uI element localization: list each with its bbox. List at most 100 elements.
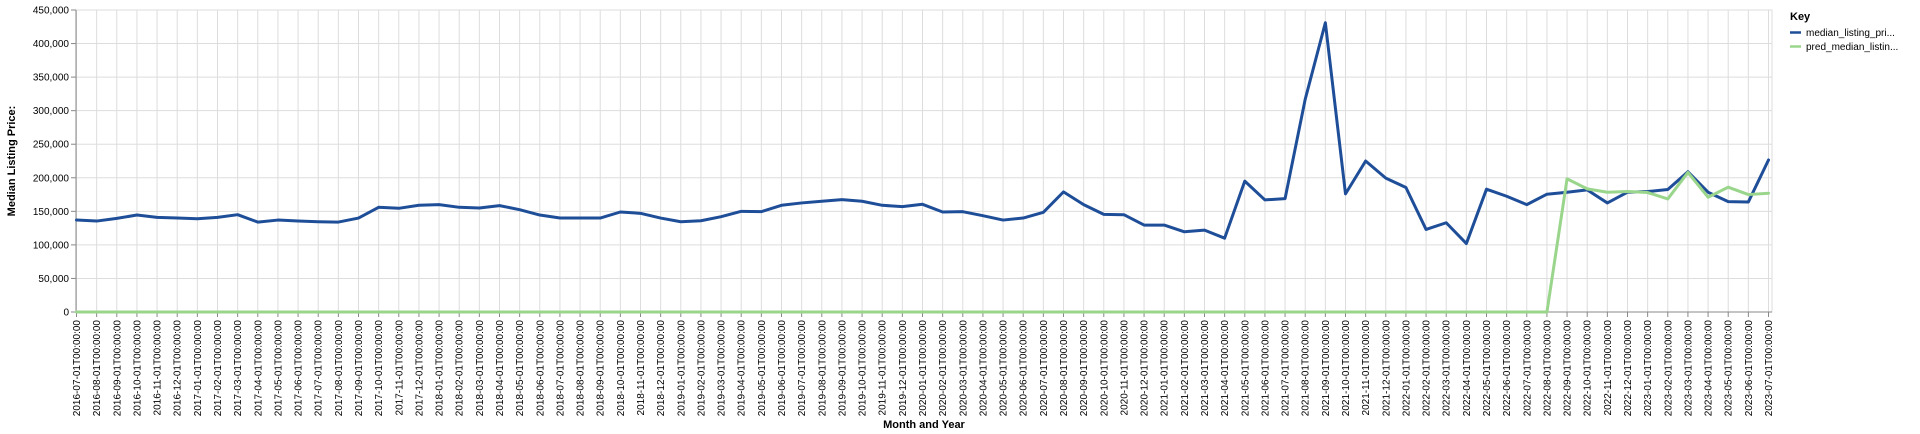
x-tick-label: 2021-08-01T00:00:00 <box>1301 320 1312 417</box>
x-tick-label: 2017-08-01T00:00:00 <box>334 320 345 417</box>
x-tick-label: 2018-08-01T00:00:00 <box>576 320 587 417</box>
x-tick-label: 2018-09-01T00:00:00 <box>596 320 607 417</box>
x-tick-label: 2021-12-01T00:00:00 <box>1381 320 1392 417</box>
y-tick-label: 100,000 <box>33 240 70 251</box>
x-tick-label: 2022-02-01T00:00:00 <box>1422 320 1433 417</box>
x-tick-label: 2017-06-01T00:00:00 <box>294 320 305 417</box>
x-tick-label: 2019-08-01T00:00:00 <box>817 320 828 417</box>
series-line-1[interactable] <box>75 21 1770 246</box>
x-tick-label: 2016-11-01T00:00:00 <box>153 320 164 416</box>
x-axis-title: Month and Year <box>883 419 965 431</box>
x-tick-label: 2018-02-01T00:00:00 <box>455 320 466 417</box>
x-tick-label: 2023-06-01T00:00:00 <box>1744 320 1755 417</box>
x-tick-label: 2022-10-01T00:00:00 <box>1583 320 1594 417</box>
x-tick-label: 2017-04-01T00:00:00 <box>253 320 264 417</box>
x-tick-label: 2019-05-01T00:00:00 <box>757 320 768 417</box>
y-tick-label: 350,000 <box>33 73 70 84</box>
x-tick-label: 2018-04-01T00:00:00 <box>495 320 506 417</box>
x-tick-label: 2023-01-01T00:00:00 <box>1643 320 1654 417</box>
axes: 0 50,000 100,000 150,000 200,000 250,000 300,0… <box>33 6 1775 417</box>
y-tick-label: 400,000 <box>33 39 70 50</box>
y-tick-label: 300,000 <box>33 106 70 117</box>
plot-frame <box>75 9 1773 313</box>
x-tick-label: 2019-07-01T00:00:00 <box>797 320 808 417</box>
grid-lines <box>75 9 1773 313</box>
x-tick-label: 2019-02-01T00:00:00 <box>696 320 707 417</box>
x-tick-label: 2019-06-01T00:00:00 <box>777 320 788 417</box>
x-tick-label: 2018-06-01T00:00:00 <box>535 320 546 417</box>
x-tick-label: 2021-10-01T00:00:00 <box>1341 320 1352 417</box>
x-tick-label: 2023-05-01T00:00:00 <box>1724 320 1735 417</box>
x-tick-label: 2023-04-01T00:00:00 <box>1704 320 1715 417</box>
x-tick-label: 2022-11-01T00:00:00 <box>1603 320 1614 416</box>
x-tick-label: 2021-07-01T00:00:00 <box>1281 320 1292 417</box>
x-tick-label: 2021-04-01T00:00:00 <box>1220 320 1231 417</box>
x-tick-label: 2017-11-01T00:00:00 <box>394 320 405 416</box>
x-tick-label: 2017-03-01T00:00:00 <box>233 320 244 417</box>
x-tick-label: 2017-10-01T00:00:00 <box>374 320 385 417</box>
x-tick-label: 2020-05-01T00:00:00 <box>999 320 1010 417</box>
x-tick-label: 2016-10-01T00:00:00 <box>132 320 143 417</box>
x-tick-label: 2022-06-01T00:00:00 <box>1502 320 1513 417</box>
x-tick-label: 2019-04-01T00:00:00 <box>737 320 748 417</box>
x-tick-label: 2020-03-01T00:00:00 <box>958 320 969 417</box>
series-lines <box>75 21 1770 314</box>
y-tick-label: 0 <box>63 308 69 319</box>
x-tick-label: 2016-09-01T00:00:00 <box>112 320 123 417</box>
x-tick-label: 2018-01-01T00:00:00 <box>435 320 446 417</box>
x-tick-label: 2018-07-01T00:00:00 <box>555 320 566 417</box>
legend-label-1[interactable]: median_listing_pri... <box>1806 28 1895 39</box>
x-tick-label: 2020-01-01T00:00:00 <box>918 320 929 417</box>
x-tick-label: 2017-05-01T00:00:00 <box>273 320 284 417</box>
x-tick-label: 2020-02-01T00:00:00 <box>938 320 949 417</box>
y-tick-label: 200,000 <box>33 173 70 184</box>
x-tick-label: 2020-07-01T00:00:00 <box>1039 320 1050 417</box>
x-tick-label: 2022-05-01T00:00:00 <box>1482 320 1493 417</box>
x-tick-label: 2019-10-01T00:00:00 <box>858 320 869 417</box>
x-tick-label: 2018-12-01T00:00:00 <box>656 320 667 417</box>
x-tick-label: 2016-08-01T00:00:00 <box>92 320 103 417</box>
x-tick-label: 2023-03-01T00:00:00 <box>1683 320 1694 417</box>
x-tick-label: 2017-12-01T00:00:00 <box>414 320 425 417</box>
series-line-2[interactable] <box>75 170 1770 314</box>
x-tick-label: 2021-02-01T00:00:00 <box>1180 320 1191 417</box>
x-tick-label: 2022-08-01T00:00:00 <box>1542 320 1553 417</box>
x-tick-label: 2018-10-01T00:00:00 <box>616 320 627 417</box>
y-tick-label: 150,000 <box>33 207 70 218</box>
x-tick-label: 2021-03-01T00:00:00 <box>1200 320 1211 417</box>
x-tick-label: 2017-07-01T00:00:00 <box>314 320 325 417</box>
legend-title: Key <box>1790 11 1811 23</box>
x-tick-label: 2023-07-01T00:00:00 <box>1764 320 1775 417</box>
x-tick-label: 2020-12-01T00:00:00 <box>1140 320 1151 417</box>
x-tick-label: 2020-09-01T00:00:00 <box>1079 320 1090 417</box>
x-tick-label: 2019-03-01T00:00:00 <box>717 320 728 417</box>
x-tick-label: 2022-07-01T00:00:00 <box>1522 320 1533 417</box>
x-tick-label: 2023-02-01T00:00:00 <box>1663 320 1674 417</box>
x-tick-label: 2017-09-01T00:00:00 <box>354 320 365 417</box>
x-tick-label: 2021-01-01T00:00:00 <box>1160 320 1171 417</box>
x-tick-label: 2022-01-01T00:00:00 <box>1401 320 1412 417</box>
x-tick-label: 2020-06-01T00:00:00 <box>1019 320 1030 417</box>
x-tick-label: 2019-09-01T00:00:00 <box>837 320 848 417</box>
x-tick-label: 2017-02-01T00:00:00 <box>213 320 224 417</box>
legend-label-2[interactable]: pred_median_listin... <box>1806 42 1898 53</box>
x-tick-label: 2022-04-01T00:00:00 <box>1462 320 1473 417</box>
legend[interactable]: Key median_listing_pri... pred_median_list… <box>1790 11 1898 53</box>
x-tick-label: 2020-11-01T00:00:00 <box>1119 320 1130 416</box>
y-tick-label: 250,000 <box>33 140 70 151</box>
y-axis-title: Median Listing Price: <box>6 106 18 217</box>
x-tick-label: 2021-09-01T00:00:00 <box>1321 320 1332 417</box>
x-tick-label: 2021-05-01T00:00:00 <box>1240 320 1251 417</box>
x-tick-label: 2022-12-01T00:00:00 <box>1623 320 1634 417</box>
x-tick-label: 2018-03-01T00:00:00 <box>475 320 486 417</box>
x-tick-label: 2016-12-01T00:00:00 <box>173 320 184 417</box>
x-tick-label: 2022-09-01T00:00:00 <box>1563 320 1574 417</box>
x-tick-label: 2019-12-01T00:00:00 <box>898 320 909 417</box>
x-tick-label: 2017-01-01T00:00:00 <box>193 320 204 417</box>
x-tick-label: 2022-03-01T00:00:00 <box>1442 320 1453 417</box>
x-tick-label: 2021-11-01T00:00:00 <box>1361 320 1372 416</box>
x-tick-label: 2018-05-01T00:00:00 <box>515 320 526 417</box>
y-tick-label: 50,000 <box>38 274 69 285</box>
